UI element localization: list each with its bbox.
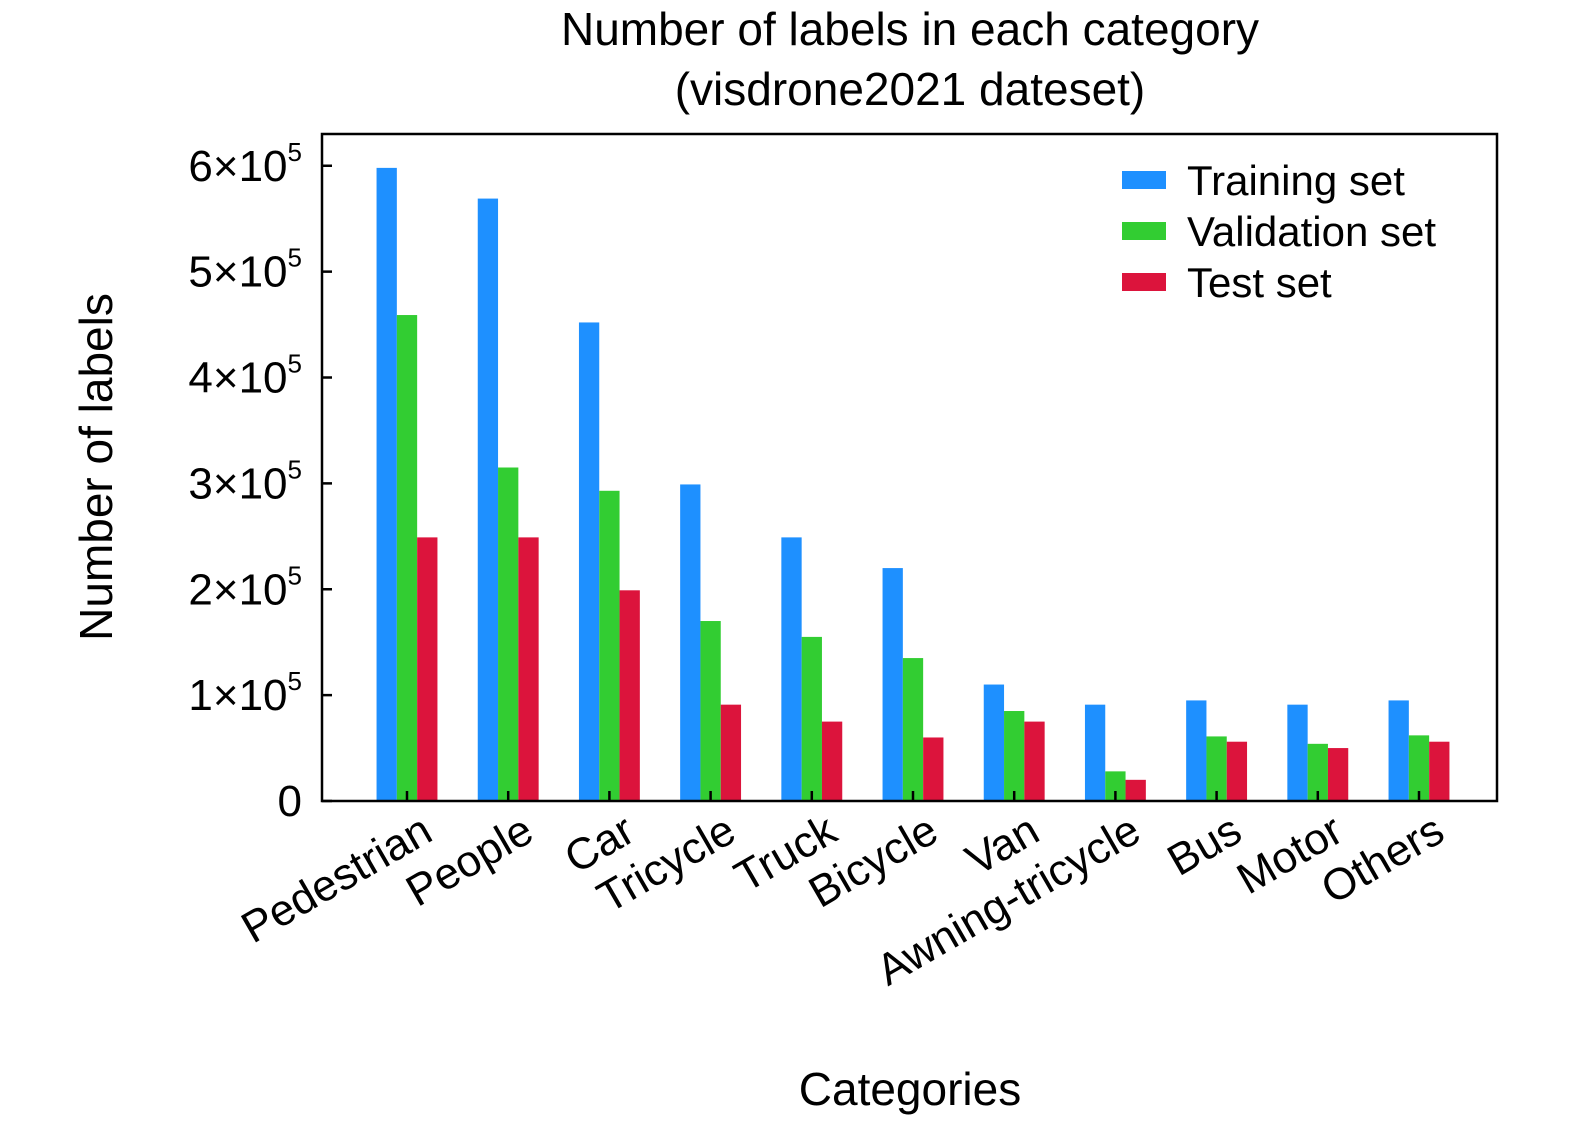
- bar-van-training-set: [983, 684, 1005, 801]
- x-axis-label: Categories: [799, 1063, 1021, 1115]
- bars-group: [376, 167, 1450, 801]
- chart-subtitle: (visdrone2021 dateset): [675, 63, 1146, 115]
- bar-car-training-set: [578, 322, 600, 801]
- legend-swatch: [1122, 171, 1166, 189]
- bar-van-validation-set: [1004, 711, 1025, 801]
- chart-title: Number of labels in each category: [561, 3, 1259, 55]
- bar-van-test-set: [1024, 721, 1045, 801]
- bar-car-test-set: [619, 590, 640, 801]
- bar-pedestrian-validation-set: [396, 315, 418, 801]
- y-axis-label: Number of labels: [70, 293, 122, 641]
- bar-people-validation-set: [498, 467, 519, 801]
- bar-others-training-set: [1388, 700, 1409, 801]
- legend-label: Validation set: [1187, 208, 1436, 255]
- bar-pedestrian-training-set: [376, 167, 397, 801]
- bar-car-validation-set: [599, 490, 620, 801]
- bar-others-validation-set: [1408, 735, 1430, 801]
- y-tick-label: 3×105: [188, 454, 302, 508]
- bar-truck-training-set: [781, 537, 802, 801]
- bar-bicycle-test-set: [923, 737, 944, 801]
- bar-truck-validation-set: [801, 636, 822, 801]
- bar-bus-test-set: [1226, 741, 1248, 801]
- bar-tricycle-training-set: [680, 484, 701, 801]
- y-tick-label: 4×105: [188, 349, 302, 403]
- bar-bus-training-set: [1186, 700, 1207, 801]
- y-tick-label: 5×105: [188, 243, 302, 297]
- bar-tricycle-test-set: [720, 704, 742, 801]
- bar-motor-training-set: [1287, 704, 1308, 801]
- bar-others-test-set: [1429, 741, 1450, 801]
- y-axis-ticks: 0 1×105 2×105 3×105 4×105 5×105 6×105: [188, 137, 332, 826]
- legend-swatch: [1122, 222, 1166, 240]
- plot-frame: [320, 132, 1499, 803]
- bar-bicycle-training-set: [882, 568, 903, 801]
- bar-bus-validation-set: [1206, 736, 1227, 801]
- bar-people-test-set: [518, 537, 539, 801]
- legend-label: Test set: [1187, 259, 1332, 306]
- bar-motor-test-set: [1327, 748, 1349, 801]
- bar-awning-tricycle-test-set: [1125, 779, 1146, 801]
- bar-motor-validation-set: [1307, 743, 1328, 801]
- bar-people-training-set: [477, 198, 499, 801]
- bar-truck-test-set: [821, 721, 843, 801]
- y-tick-label: 6×105: [188, 137, 302, 191]
- y-tick-label: 0: [278, 777, 302, 826]
- y-tick-label: 2×105: [188, 560, 302, 614]
- bar-tricycle-validation-set: [700, 621, 721, 801]
- bar-bicycle-validation-set: [902, 658, 924, 801]
- bar-awning-tricycle-validation-set: [1105, 771, 1126, 801]
- y-tick-label: 1×105: [188, 666, 302, 720]
- legend-label: Training set: [1187, 157, 1405, 204]
- bar-pedestrian-test-set: [417, 537, 438, 801]
- bar-awning-tricycle-training-set: [1084, 704, 1106, 801]
- legend-swatch: [1122, 273, 1166, 291]
